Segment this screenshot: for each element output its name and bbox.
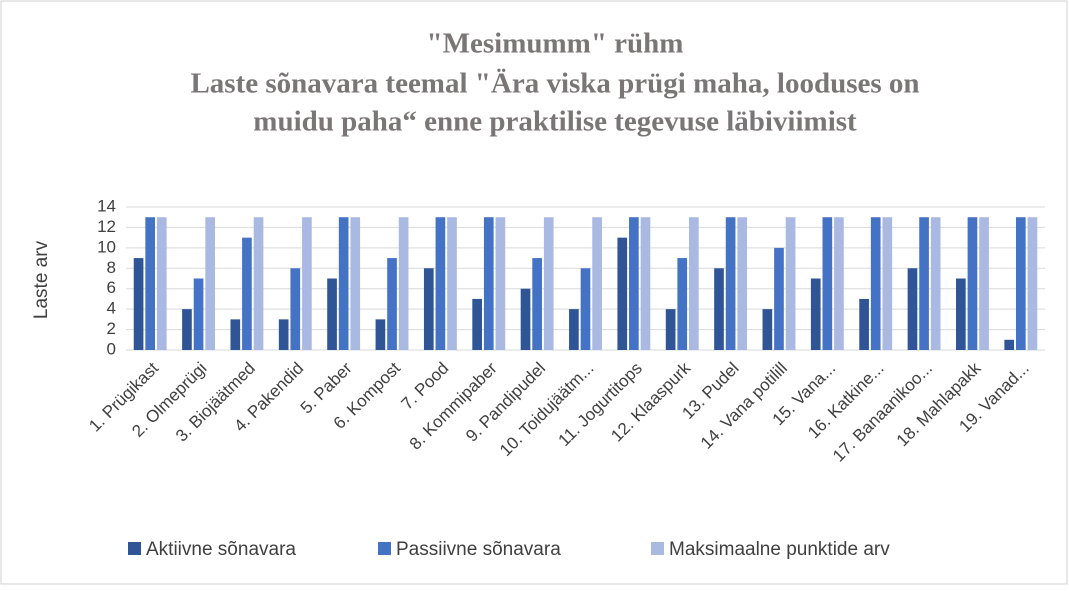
bar [834, 217, 844, 350]
bar [398, 217, 409, 350]
legend-swatch [651, 542, 664, 555]
bar [1004, 339, 1015, 350]
y-tick-label: 2 [107, 319, 116, 338]
bar [689, 217, 699, 350]
y-tick-label: 12 [97, 217, 116, 236]
bar [762, 309, 773, 350]
bar [725, 217, 736, 350]
bar [327, 278, 337, 350]
bar [205, 217, 215, 350]
y-axis-label: Laste arv [31, 240, 52, 319]
bar [133, 258, 144, 350]
bar [810, 278, 821, 350]
chart-title: "Mesimumm" rühm [427, 28, 684, 60]
bar [472, 298, 482, 350]
bar [338, 217, 349, 350]
bar [350, 217, 361, 350]
bar [156, 217, 167, 350]
bar [423, 268, 434, 350]
bar [193, 278, 204, 350]
bar [592, 217, 602, 350]
legend-label: Passiivne sõnavara [396, 539, 561, 560]
bar [859, 298, 869, 350]
legend-label: Aktiivne sõnavara [146, 539, 296, 560]
y-tick-label: 6 [107, 278, 116, 297]
bar [253, 217, 264, 350]
bar [822, 217, 833, 350]
bar [278, 319, 289, 350]
bar [543, 217, 554, 350]
bar [640, 217, 651, 350]
bar [580, 268, 591, 350]
legend-swatch [378, 542, 391, 555]
bar [532, 258, 542, 350]
bar [290, 268, 301, 350]
bar [1015, 217, 1026, 350]
legend-swatch [128, 542, 141, 555]
legend-label: Maksimaalne punktide arv [669, 539, 890, 560]
bar [617, 237, 628, 350]
bar [520, 288, 531, 350]
bar [375, 319, 386, 350]
y-tick-label: 4 [107, 299, 116, 318]
bar [145, 217, 156, 350]
bar [919, 217, 929, 350]
bar [714, 268, 724, 350]
bar [785, 217, 796, 350]
bar [569, 309, 579, 350]
bar [302, 217, 312, 350]
bar [882, 217, 893, 350]
y-tick-label: 10 [97, 237, 116, 256]
bar [242, 237, 252, 350]
bar [447, 217, 457, 350]
bar [629, 217, 639, 350]
bar [677, 258, 688, 350]
bar [967, 217, 978, 350]
bar [483, 217, 494, 350]
y-tick-label: 14 [97, 196, 116, 215]
bar [1027, 217, 1038, 350]
bar [930, 217, 941, 350]
bar [387, 258, 397, 350]
bar [737, 217, 748, 350]
bar [870, 217, 881, 350]
bar [182, 309, 192, 350]
bar [774, 247, 784, 350]
bar [956, 278, 966, 350]
chart-title: Laste sõnavara teemal "Ära viska prügi m… [190, 68, 919, 100]
bar [665, 309, 676, 350]
bar [495, 217, 506, 350]
y-tick-label: 0 [107, 339, 116, 358]
bar [979, 217, 989, 350]
bar [230, 319, 241, 350]
chart-title: muidu paha“ enne praktilise tegevuse läb… [253, 106, 857, 138]
bar [907, 268, 918, 350]
y-tick-label: 8 [107, 258, 116, 277]
bar [435, 217, 446, 350]
